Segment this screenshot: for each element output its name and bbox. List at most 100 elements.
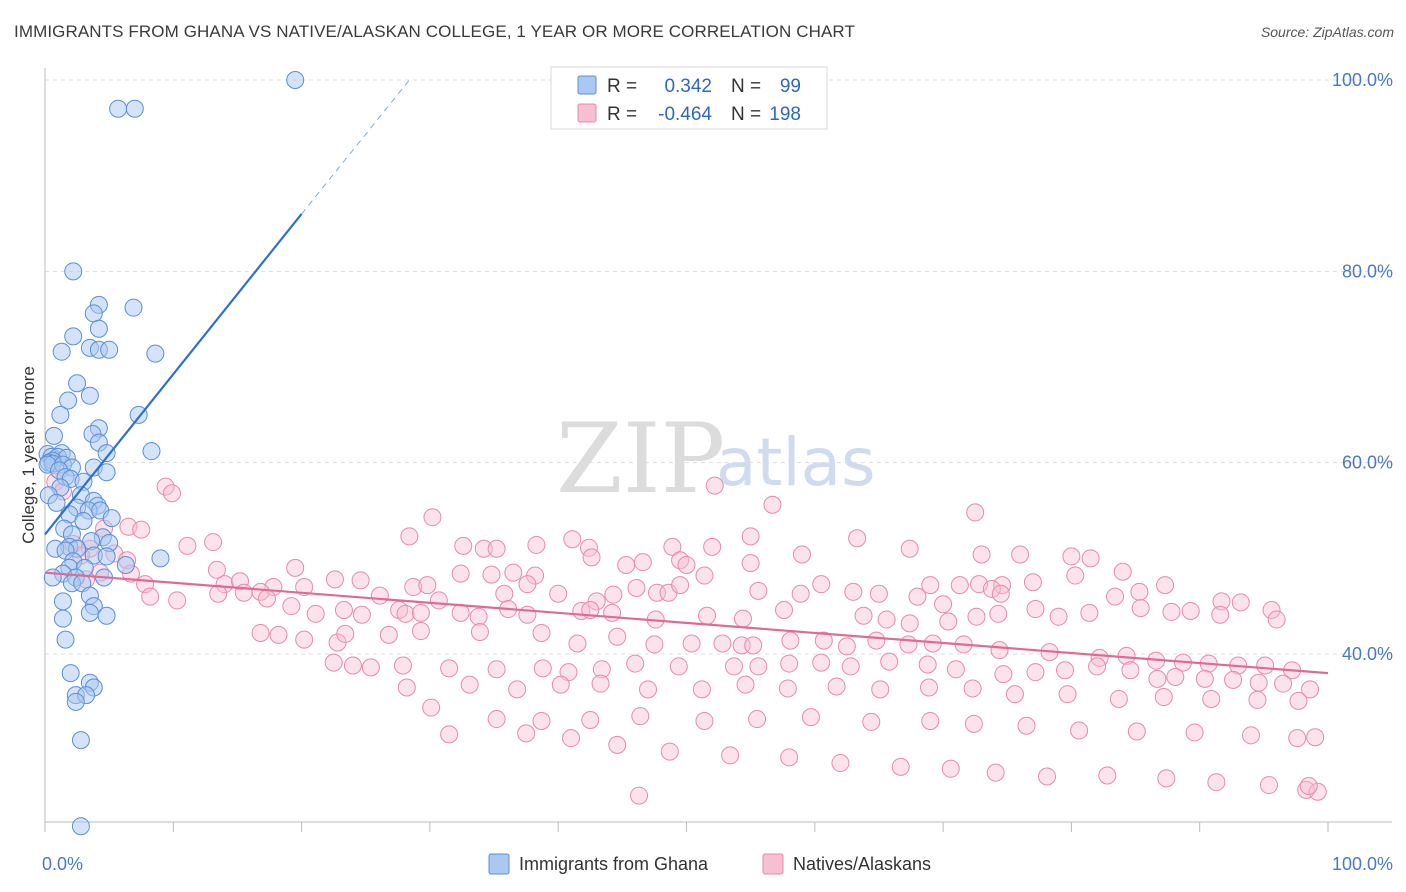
natives-point [749,581,768,600]
natives-point [1058,685,1077,704]
natives-point [608,627,627,646]
natives-point [482,565,501,584]
natives-point [608,735,627,754]
natives-point [343,656,362,675]
natives-point [900,539,919,558]
natives-point [379,625,398,644]
natives-point [532,623,551,642]
ghana-point [97,606,116,625]
natives-point [1106,587,1125,606]
natives-point [991,584,1010,603]
natives-point [812,575,831,594]
ghana-point [64,262,83,281]
natives-point [781,631,800,650]
y-tick-label: 40.0% [1342,644,1393,664]
natives-point [215,575,234,594]
ghana-point [109,99,128,118]
natives-point [669,657,688,676]
ghana-point [59,391,78,410]
ghana-point [116,556,135,575]
natives-point [1081,549,1100,568]
natives-point [639,680,658,699]
natives-point [617,556,636,575]
natives-point [581,711,600,730]
legend-box [550,66,828,130]
natives-point [1109,689,1128,708]
natives-point [1195,669,1214,688]
natives-point [469,607,488,626]
bottom-legend-swatch-blue [488,853,510,875]
natives-point [207,560,226,579]
natives-point [990,641,1009,660]
ghana-point [51,405,70,424]
ghana-point [52,342,71,361]
natives-point [474,539,493,558]
natives-point [1181,601,1200,620]
natives-point [604,585,623,604]
natives-point [848,529,867,548]
natives-point [156,477,175,496]
natives-point [603,603,622,622]
ghana-point [97,463,116,482]
natives-point [867,631,886,650]
natives-point [1049,607,1068,626]
natives-point [1259,776,1278,795]
legend-top: R = 0.342 N = 99 R = -0.464 N = 198 [550,66,828,130]
natives-point [429,591,448,610]
natives-point [671,576,690,595]
natives-point [325,570,344,589]
natives-point [633,553,652,572]
y-tick-label: 100.0% [1332,70,1393,90]
legend-r-label-blue: R = [607,76,637,97]
natives-point [451,603,470,622]
natives-point [801,708,820,727]
legend-n-label-pink: N = [731,104,761,125]
natives-point [336,624,355,643]
natives-point [791,584,810,603]
watermark: ZIP atlas [556,403,876,515]
natives-point [397,678,416,697]
natives-point [1289,691,1308,710]
natives-point [518,575,537,594]
ghana-point [66,692,85,711]
natives-point [1026,663,1045,682]
natives-point [741,554,760,573]
natives-point [400,527,419,546]
natives-point [733,609,752,628]
natives-point [1088,657,1107,676]
natives-point [1080,603,1099,622]
natives-point [568,634,587,653]
natives-point [627,578,646,597]
natives-point [592,660,611,679]
natives-point [1288,729,1307,748]
natives-point [1156,576,1175,595]
natives-point [1157,769,1176,788]
natives-point [334,600,353,619]
natives-point [1026,600,1045,619]
ghana-point [43,568,62,587]
natives-point [532,711,551,730]
natives-point [827,677,846,696]
x-tick-label-min: 0.0% [42,854,83,874]
natives-point [563,530,582,549]
natives-point [721,746,740,765]
natives-point [1113,562,1132,581]
natives-point [831,754,850,773]
natives-point [549,584,568,603]
natives-point [854,606,873,625]
legend-swatch-pink [577,103,597,123]
natives-point [899,635,918,654]
bottom-legend-label-ghana: Immigrants from Ghana [519,854,709,874]
natives-point [351,571,370,590]
natives-point [660,742,679,761]
legend-r-value-blue: 0.342 [664,76,712,97]
natives-point [396,604,415,623]
natives-point [418,576,437,595]
natives-point [1154,688,1173,707]
ghana-point [151,549,170,568]
natives-point [741,527,760,546]
natives-point [1185,723,1204,742]
natives-point [1131,599,1150,618]
legend-n-label-blue: N = [731,76,761,97]
ghana-point [64,327,83,346]
